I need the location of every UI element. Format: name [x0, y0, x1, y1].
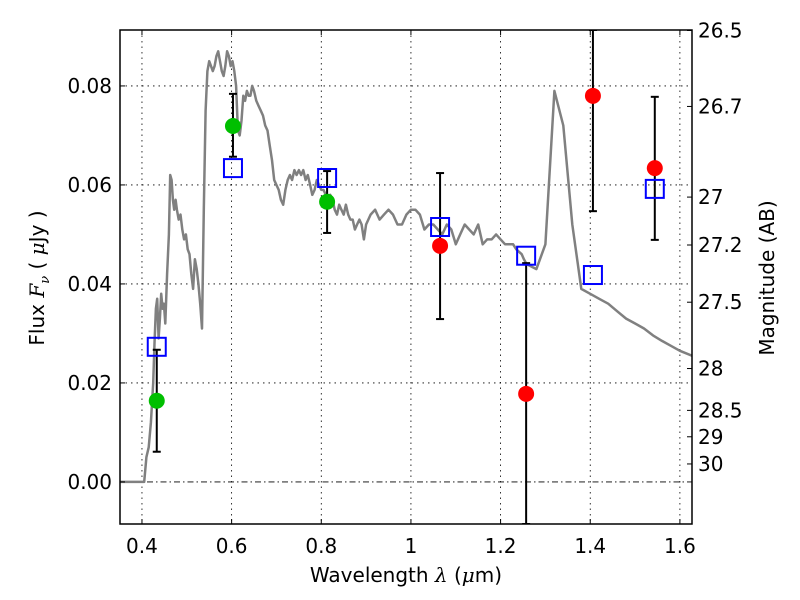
right-tick-label: 28: [698, 357, 723, 381]
right-axis-ticks: 26.5 26.7 27 27.2 27.5 28 28.5 29 30: [687, 18, 743, 476]
x-tick-label: 1: [405, 534, 418, 558]
right-tick-label: 26.5: [698, 18, 743, 42]
x-axis-title-unit: (: [448, 563, 462, 587]
y-tick-label: 0.06: [67, 173, 112, 197]
y-tick-label: 0.02: [67, 371, 112, 395]
y-axis-title-mu: μ: [25, 242, 49, 255]
right-tick-label: 26.7: [698, 94, 743, 118]
model-square: [430, 217, 451, 238]
y-axis-title-unit: Jy ): [25, 210, 49, 244]
right-tick-label: 27.2: [698, 233, 743, 257]
axes-frame: [119, 29, 693, 525]
y-axis-title-flux: Flux: [25, 298, 49, 346]
model-square: [222, 158, 243, 179]
x-axis-title: Wavelength λ (μm): [310, 563, 502, 587]
spectrum-line: [120, 50, 692, 484]
red-data-point: [432, 237, 449, 254]
right-tick-label: 29: [698, 425, 723, 449]
spectrum-series: [120, 50, 692, 484]
y-axis-title-nu: ν: [38, 276, 53, 284]
x-tick-label: 0.8: [305, 534, 337, 558]
x-tick-label: 0.6: [216, 534, 248, 558]
red-data-point: [646, 160, 663, 177]
y-tick-label: 0.08: [67, 74, 112, 98]
right-tick-label: 27: [698, 185, 723, 209]
right-tick-label: 28.5: [698, 398, 743, 422]
x-axis-ticks: 0.4 0.6 0.8 1 1.2 1.4 1.6: [126, 30, 696, 558]
model-square: [516, 245, 537, 266]
red-data-point: [518, 385, 535, 402]
x-axis-title-lambda: λ: [434, 563, 448, 587]
plot-area: [120, 30, 692, 524]
x-axis-title-mu: μ: [462, 563, 475, 587]
y-tick-label: 0.00: [67, 470, 112, 494]
y-tick-label: 0.04: [67, 272, 112, 296]
green-data-point: [224, 118, 241, 135]
green-data-point: [319, 193, 336, 210]
y-axis-title: Flux Fν ( μJy ): [25, 210, 53, 345]
y-axis-ticks: 0.00 0.02 0.04 0.06 0.08: [67, 74, 125, 494]
y-axis-title-fnu: F: [25, 283, 49, 299]
green-data-point: [148, 392, 165, 409]
observed-points: [148, 87, 663, 409]
model-square: [582, 265, 603, 286]
x-tick-label: 1.2: [485, 534, 517, 558]
right-axis-title: Magnitude (AB): [755, 200, 779, 355]
x-axis-title-word: Wavelength: [310, 563, 435, 587]
x-tick-label: 0.4: [126, 534, 158, 558]
model-square: [146, 336, 167, 357]
right-tick-label: 30: [698, 452, 723, 476]
model-square: [317, 168, 338, 189]
grid-lines: [120, 30, 692, 524]
y-axis-title-paren: (: [25, 255, 49, 276]
model-squares: [146, 158, 665, 357]
x-tick-label: 1.6: [664, 534, 696, 558]
x-tick-label: 1.4: [574, 534, 606, 558]
model-square: [644, 178, 665, 199]
x-axis-title-unit-end: m): [475, 563, 502, 587]
red-data-point: [584, 87, 601, 104]
right-tick-label: 27.5: [698, 290, 743, 314]
